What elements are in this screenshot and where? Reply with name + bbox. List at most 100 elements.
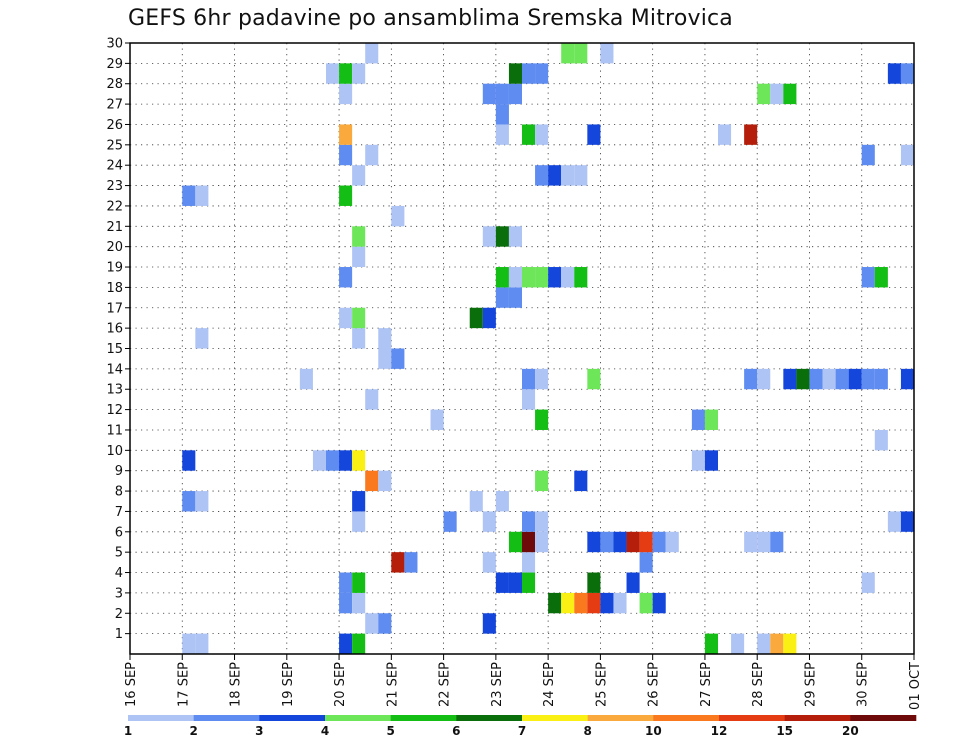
heatmap-cell <box>352 511 366 532</box>
y-tick-label: 25 <box>106 138 123 153</box>
heatmap-cell <box>339 267 353 288</box>
heatmap-cell <box>535 470 549 492</box>
heatmap-cell <box>495 572 509 593</box>
heatmap-cell <box>626 572 640 593</box>
heatmap-cell <box>482 511 496 532</box>
heatmap-cell <box>339 307 353 329</box>
heatmap-cell <box>574 470 588 492</box>
y-tick-label: 17 <box>106 301 123 316</box>
x-tick-label: 25 SEP <box>594 662 609 707</box>
y-axis: 1234567891011121314151617181920212223242… <box>106 37 130 642</box>
heatmap-cell <box>495 267 509 288</box>
y-tick-label: 18 <box>106 281 123 296</box>
heatmap-cell <box>182 450 196 471</box>
heatmap-cell <box>522 368 536 390</box>
heatmap-cell <box>587 592 601 614</box>
heatmap-cell <box>365 144 379 166</box>
heatmap-cell <box>561 267 575 288</box>
heatmap-cell <box>535 368 549 390</box>
y-tick-label: 10 <box>106 444 123 459</box>
y-tick-label: 9 <box>115 464 123 479</box>
heatmap-cell <box>783 368 797 390</box>
x-tick-label: 21 SEP <box>385 662 400 707</box>
heatmap-cell <box>482 83 496 105</box>
heatmap-cell <box>339 83 353 105</box>
heatmap-cell <box>548 165 562 186</box>
heatmap-cell <box>482 613 496 634</box>
heatmap-cell <box>535 511 549 532</box>
heatmap-cell <box>900 144 914 166</box>
y-tick-label: 13 <box>106 383 123 398</box>
heatmap-cell <box>365 613 379 634</box>
heatmap-cell <box>365 43 379 64</box>
x-tick-label: 29 SEP <box>803 662 818 707</box>
colorbar-label: 20 <box>842 724 859 738</box>
heatmap-cell <box>365 470 379 492</box>
x-tick-label: 30 SEP <box>856 662 871 707</box>
heatmap-cell <box>704 450 718 471</box>
heatmap-cell <box>378 348 392 369</box>
y-tick-label: 28 <box>106 77 123 92</box>
heatmap-cell <box>796 368 810 390</box>
heatmap-cell <box>874 429 888 451</box>
heatmap-cell <box>574 592 588 614</box>
heatmap-cell <box>691 409 705 430</box>
heatmap-cell <box>352 307 366 329</box>
heatmap-cell <box>600 43 614 64</box>
heatmap-cell <box>600 592 614 614</box>
colorbar-swatch <box>128 715 194 721</box>
colorbar-label: 5 <box>386 724 394 738</box>
y-tick-label: 26 <box>106 118 123 133</box>
heatmap-cell <box>339 124 353 145</box>
heatmap-cell <box>574 165 588 186</box>
heatmap-cell <box>887 63 901 84</box>
heatmap-cell <box>535 165 549 186</box>
heatmap-cell <box>691 450 705 471</box>
colorbar-swatch <box>259 715 326 721</box>
heatmap-cell <box>352 633 366 654</box>
heatmap-cell <box>339 592 353 614</box>
heatmap-cell <box>469 307 483 329</box>
heatmap-cell <box>757 633 771 654</box>
heatmap-cell <box>339 450 353 471</box>
heatmap-cell <box>339 144 353 166</box>
heatmap-cell <box>522 572 536 593</box>
heatmap-cell <box>561 592 575 614</box>
heatmap-cell <box>522 267 536 288</box>
y-tick-label: 20 <box>106 240 123 255</box>
colorbar-swatch <box>522 715 588 721</box>
y-tick-label: 23 <box>106 179 123 194</box>
heatmap-cell <box>430 409 444 430</box>
heatmap-cell <box>312 450 326 471</box>
heatmap-cell <box>352 572 366 593</box>
heatmap-cell <box>848 368 862 390</box>
heatmap-cell <box>365 389 379 410</box>
x-tick-label: 22 SEP <box>438 662 453 707</box>
y-tick-label: 6 <box>115 525 123 540</box>
heatmap-cell <box>587 531 601 553</box>
colorbar-label: 8 <box>583 724 591 738</box>
colorbar-label: 7 <box>518 724 526 738</box>
y-tick-label: 11 <box>106 423 123 438</box>
heatmap-cell <box>522 552 536 573</box>
heatmap-cell <box>587 572 601 593</box>
heatmap-cell <box>861 368 875 390</box>
y-tick-label: 3 <box>115 586 123 601</box>
colorbar-swatch <box>456 715 523 721</box>
heatmap-cell <box>874 267 888 288</box>
heatmap-cell <box>535 531 549 553</box>
heatmap-cell <box>326 63 340 84</box>
heatmap-cell <box>522 63 536 84</box>
heatmap-cell <box>443 511 457 532</box>
heatmap-cell <box>639 531 653 553</box>
x-tick-label: 20 SEP <box>333 662 348 707</box>
y-tick-label: 24 <box>106 159 123 174</box>
y-tick-label: 15 <box>106 342 123 357</box>
heatmap-cell <box>495 83 509 105</box>
heatmap-cell <box>522 124 536 145</box>
heatmap-cell <box>704 633 718 654</box>
heatmap-cell <box>822 368 836 390</box>
heatmap-cell <box>339 633 353 654</box>
colorbar-swatch <box>653 715 720 721</box>
